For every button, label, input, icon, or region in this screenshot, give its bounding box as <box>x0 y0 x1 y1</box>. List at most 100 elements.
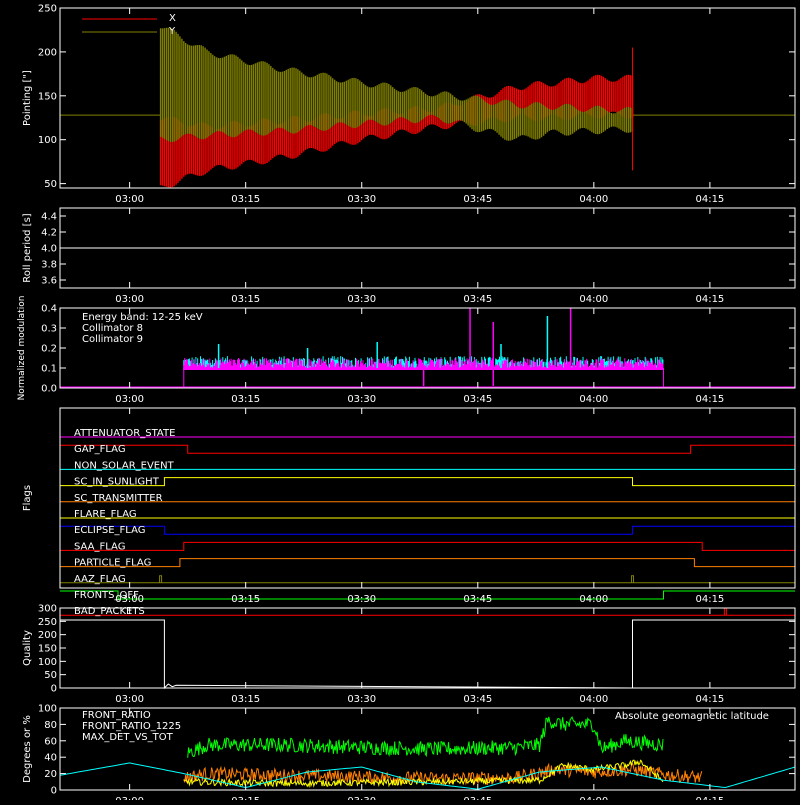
ratio-legend-label: MAX_DET_VS_TOT <box>82 732 174 743</box>
x-tick-label-ratios: 03:30 <box>347 796 376 800</box>
flag-label: FLARE_FLAG <box>74 509 137 520</box>
x-tick-label-modulation: 04:15 <box>695 394 724 405</box>
x-tick-label-roll: 03:30 <box>347 294 376 305</box>
y-tick-label-quality: 150 <box>38 644 57 655</box>
y-tick-label-pointing: 200 <box>38 47 57 58</box>
y-tick-label-quality: 200 <box>38 630 57 641</box>
x-tick-label-modulation: 03:45 <box>463 394 492 405</box>
x-tick-label-pointing: 03:00 <box>115 194 144 205</box>
y-tick-label-modulation: 0.0 <box>41 384 57 395</box>
legend-label-y: Y <box>168 26 176 37</box>
flag-trace <box>60 541 795 551</box>
y-tick-label-quality: 300 <box>38 604 57 615</box>
x-tick-label-pointing: 03:15 <box>231 194 260 205</box>
y-tick-label-roll: 4.2 <box>41 228 57 239</box>
y-tick-label-modulation: 0.3 <box>41 324 57 335</box>
flag-blip <box>159 575 163 583</box>
y-tick-label-quality: 100 <box>38 657 57 668</box>
y-tick-label-modulation: 0.2 <box>41 344 57 355</box>
y-tick-label-ratios: 0 <box>51 786 57 797</box>
ratio-line-front-ratio-1225 <box>187 716 664 758</box>
flag-trace <box>60 558 795 568</box>
modulation-annotation: Energy band: 12-25 keV <box>82 312 203 323</box>
y-tick-label-ratios: 100 <box>38 704 57 715</box>
x-tick-label-flags: 03:15 <box>231 594 260 605</box>
x-tick-label-roll: 04:00 <box>579 294 608 305</box>
x-tick-label-modulation: 04:00 <box>579 394 608 405</box>
x-tick-label-quality: 03:45 <box>463 694 492 705</box>
flag-trace <box>60 444 795 454</box>
flag-label: ECLIPSE_FLAG <box>74 525 145 536</box>
flag-label: ATTENUATOR_STATE <box>74 428 175 439</box>
legend-label-x: X <box>169 13 176 24</box>
x-tick-label-pointing: 04:00 <box>579 194 608 205</box>
y-tick-label-ratios: 80 <box>44 720 57 731</box>
flag-label: FRONTS_OFF <box>74 590 139 601</box>
y-axis-label-pointing: Pointing ["] <box>22 70 33 126</box>
y-tick-label-pointing: 250 <box>38 4 57 15</box>
x-tick-label-ratios: 03:00 <box>115 796 144 800</box>
x-tick-label-modulation: 03:00 <box>115 394 144 405</box>
y-tick-label-ratios: 20 <box>44 769 57 780</box>
x-tick-label-pointing: 03:30 <box>347 194 376 205</box>
flag-label: NON_SOLAR_EVENT <box>74 460 175 471</box>
x-tick-label-quality: 03:30 <box>347 694 376 705</box>
y-tick-label-roll: 3.6 <box>41 276 57 287</box>
x-tick-label-roll: 04:15 <box>695 294 724 305</box>
pointing-envelope-y <box>159 27 634 143</box>
y-tick-label-roll: 4.0 <box>41 244 57 255</box>
flag-label: GAP_FLAG <box>74 444 126 455</box>
y-axis-label-ratios: Degrees or % <box>22 715 33 783</box>
modulation-annotation: Collimator 8 <box>82 323 143 334</box>
plot-frame-pointing <box>59 7 796 189</box>
y-tick-label-modulation: 0.1 <box>41 364 57 375</box>
y-axis-label-roll: Roll period [s] <box>22 213 33 282</box>
geomagnetic-latitude-label: Absolute geomagnetic latitude <box>615 711 769 722</box>
flag-row-saa-flag <box>60 541 795 551</box>
x-tick-label-flags: 04:15 <box>695 594 724 605</box>
x-tick-label-modulation: 03:30 <box>347 394 376 405</box>
plot-frame-ratios <box>59 707 796 791</box>
x-tick-label-flags: 03:30 <box>347 594 376 605</box>
flag-label: SAA_FLAG <box>74 541 125 552</box>
x-tick-label-flags: 03:00 <box>115 594 144 605</box>
series-y <box>159 27 634 143</box>
modulation-annotation: Collimator 9 <box>82 334 143 345</box>
y-tick-label-roll: 4.4 <box>41 212 57 223</box>
x-tick-label-quality: 03:15 <box>231 694 260 705</box>
y-tick-label-pointing: 50 <box>44 179 57 190</box>
y-tick-label-quality: 0 <box>51 684 57 695</box>
x-tick-label-flags: 03:45 <box>463 594 492 605</box>
x-tick-label-roll: 03:45 <box>463 294 492 305</box>
x-tick-label-modulation: 03:15 <box>231 394 260 405</box>
y-tick-label-pointing: 150 <box>38 91 57 102</box>
x-tick-label-ratios: 03:45 <box>463 796 492 800</box>
flag-row-particle-flag <box>60 558 795 568</box>
y-tick-label-ratios: 60 <box>44 736 57 747</box>
flag-row-gap-flag <box>60 444 795 454</box>
x-tick-label-flags: 04:00 <box>579 594 608 605</box>
flag-label: SC_TRANSMITTER <box>74 493 163 504</box>
flag-label: AAZ_FLAG <box>74 574 126 585</box>
flag-row-aaz-flag <box>60 575 795 584</box>
flag-label: BAD_PACKETS <box>74 606 145 617</box>
flag-row-eclipse-flag <box>60 525 795 535</box>
flag-trace <box>60 525 795 535</box>
x-tick-label-quality: 04:15 <box>695 694 724 705</box>
ratio-line-absolute-geomagnetic-latitude <box>59 762 796 790</box>
x-tick-label-pointing: 03:45 <box>463 194 492 205</box>
x-tick-label-ratios: 04:00 <box>579 796 608 800</box>
y-axis-label-quality: Quality <box>22 630 33 666</box>
y-tick-label-pointing: 100 <box>38 135 57 146</box>
flag-trace <box>60 477 795 487</box>
plot-frame-flags <box>59 407 796 589</box>
flag-row-fronts-off <box>60 590 795 600</box>
ratio-legend-label: FRONT_RATIO <box>82 710 151 721</box>
modulation-series <box>60 308 795 388</box>
quality-line <box>60 619 795 690</box>
y-tick-label-ratios: 40 <box>44 753 57 764</box>
y-tick-label-roll: 3.8 <box>41 260 57 271</box>
x-tick-label-ratios: 04:15 <box>695 796 724 800</box>
